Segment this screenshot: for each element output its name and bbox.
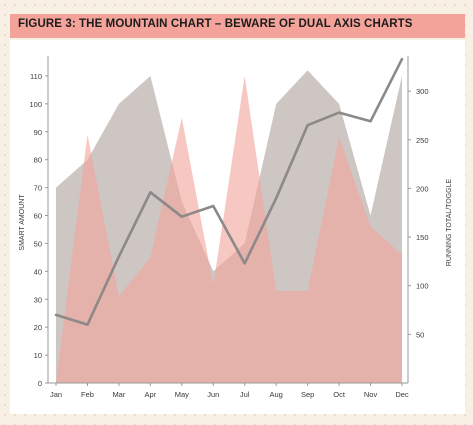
x-tick-label: Jan [50,390,62,399]
y-tick-label: 10 [34,351,42,360]
x-tick-label: Jul [240,390,250,399]
line-layer [54,57,404,326]
line-point [369,120,372,123]
line-point [55,314,57,316]
y-tick-label: 110 [30,72,42,81]
areas-layer [56,70,402,384]
y2-tick-label: 100 [416,282,429,291]
x-tick-label: Oct [333,390,346,399]
x-tick-label: Dec [395,390,409,399]
y-tick-label: 30 [34,295,42,304]
line-point [86,323,89,326]
x-tick-label: Nov [364,390,378,399]
plot-panel: 0 10 20 30 40 50 60 70 80 90 100 110 50 100 150 200 250 3… [10,40,465,414]
y-tick-label: 0 [38,379,42,388]
x-tick-label: May [175,390,189,399]
y2-axis-title: RUNNING TOTAL/TOGGLE [446,178,453,266]
y-tick-label: 40 [34,267,42,276]
y-tick-label: 20 [34,323,42,332]
chart-title: FIGURE 3: THE MOUNTAIN CHART – BEWARE OF… [18,18,413,30]
line-point [401,58,403,60]
mountain-chart: 0 10 20 30 40 50 60 70 80 90 100 110 50 100 150 200 250 3… [19,56,453,399]
line-point [243,262,246,265]
x-tick-label: Feb [81,390,94,399]
y2-tick-label: 50 [416,330,424,339]
x-tick-label: Apr [145,390,157,399]
axes-layer [45,56,411,386]
y2-tick-label: 250 [416,136,429,145]
line-point [275,197,277,199]
y-tick-label: 100 [29,100,42,109]
line-point [181,215,183,218]
y2-tick-label: 200 [416,184,429,193]
y-tick-label: 90 [34,128,42,137]
line-point [149,191,152,194]
y-tick-label: 80 [34,156,42,165]
line-point [338,111,340,114]
y2-tick-label: 300 [416,87,429,96]
line-point [212,205,215,207]
y-tick-label: 70 [34,184,42,193]
y-tick-label: 50 [34,239,42,248]
x-tick-label: Sep [301,390,314,399]
y-axis-title: SMART AMOUNT [19,194,26,251]
y-tick-label: 60 [34,212,42,221]
x-tick-label: Mar [112,390,125,399]
x-tick-label: Jun [207,390,219,399]
title-bar: FIGURE 3: THE MOUNTAIN CHART – BEWARE OF… [10,14,465,38]
pink-area-series [56,76,402,383]
y2-tick-label: 150 [416,233,429,242]
x-tick-label: Aug [270,390,283,399]
running-total-line [54,57,404,326]
line-point [306,124,309,127]
labels-layer: 0 10 20 30 40 50 60 70 80 90 100 110 50 100 150 200 250 3… [19,72,453,399]
line-point [118,255,120,258]
